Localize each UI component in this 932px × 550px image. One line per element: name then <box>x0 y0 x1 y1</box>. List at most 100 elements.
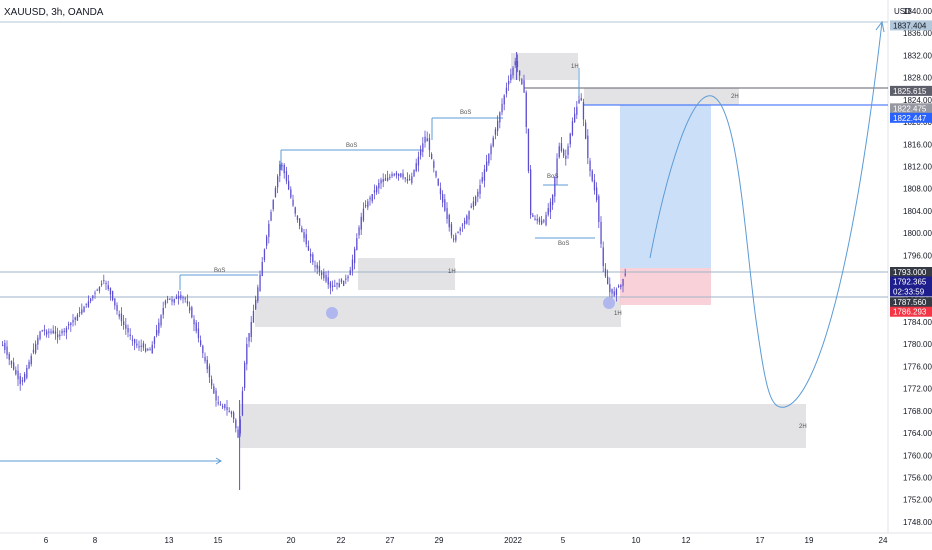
candle-body <box>19 376 21 385</box>
candle-body <box>492 137 494 147</box>
candle-body <box>435 171 437 177</box>
price-tag-box <box>890 103 932 114</box>
candle-body <box>585 122 587 139</box>
candle-body <box>560 143 563 151</box>
candle-body <box>50 331 52 333</box>
projection-arrow <box>875 20 885 33</box>
candle-body <box>81 309 83 314</box>
candle-body <box>527 129 530 171</box>
candle-body <box>479 185 481 194</box>
candle-body <box>85 303 87 305</box>
candle-body <box>129 334 131 336</box>
candle-body <box>340 279 343 282</box>
candle-body <box>371 194 373 202</box>
candle-body <box>490 145 492 155</box>
price-tag-label: 1793.000 <box>893 268 927 277</box>
candle-body <box>200 340 202 345</box>
candle-body <box>448 215 450 228</box>
candle-body <box>516 60 519 67</box>
target-box <box>620 105 711 268</box>
candle-body <box>28 361 30 369</box>
candle-body <box>74 317 76 320</box>
candle-body <box>158 322 160 334</box>
candle-body <box>483 169 486 181</box>
candle-body <box>534 218 536 220</box>
y-tick-label: 1780.000 <box>903 340 932 349</box>
supply-demand-zones <box>240 53 806 448</box>
candle-body <box>272 200 274 210</box>
candle-body <box>563 149 565 156</box>
candle-body <box>497 120 499 131</box>
candle-body <box>217 402 219 404</box>
candle-body <box>582 102 585 120</box>
candle-body <box>288 180 290 190</box>
y-tick-label: 1752.000 <box>903 496 932 505</box>
candle-body <box>349 270 351 276</box>
candle-body <box>255 300 257 310</box>
candle-body <box>90 298 92 302</box>
candle-body <box>536 219 538 221</box>
candle-body <box>459 228 461 232</box>
candle-body <box>103 280 105 282</box>
candle-body <box>384 178 387 181</box>
y-tick-label: 1768.000 <box>903 407 932 416</box>
candle-body <box>618 285 620 287</box>
y-tick-label: 1800.000 <box>903 229 932 238</box>
candle-body <box>607 276 609 285</box>
candle-body <box>439 188 442 195</box>
candle-body <box>574 113 576 123</box>
tf-label-lower: 2H <box>799 424 807 430</box>
candle-body <box>422 143 424 153</box>
candle-body <box>10 360 13 365</box>
candle-body <box>580 98 582 101</box>
candle-body <box>65 328 68 333</box>
candle-body <box>602 247 604 266</box>
candle-body <box>59 334 61 337</box>
symbol-title: XAUUSD, 3h, OANDA <box>4 7 104 18</box>
candle-body <box>398 173 400 176</box>
candle-body <box>26 367 28 378</box>
candle-body <box>327 277 329 285</box>
candle-body <box>167 298 169 300</box>
x-tick-label: 6 <box>44 536 49 545</box>
candle-body <box>15 369 17 375</box>
candle-body <box>404 177 406 179</box>
candle-body <box>481 177 483 182</box>
candle-body <box>545 214 547 226</box>
candle-body <box>312 254 314 263</box>
candle-body <box>83 306 85 313</box>
candle-body <box>46 331 48 335</box>
candle-body <box>589 160 591 172</box>
y-tick-label: 1808.000 <box>903 185 932 194</box>
candle-body <box>547 208 549 215</box>
y-tick-label: 1832.000 <box>903 51 932 60</box>
candle-body <box>17 370 19 380</box>
candle-body <box>175 296 178 299</box>
candle-body <box>171 299 173 302</box>
candle-body <box>228 410 230 413</box>
y-tick-label: 1764.000 <box>903 429 932 438</box>
candle-body <box>332 285 334 287</box>
candle-body <box>596 187 598 200</box>
candle-body <box>244 362 246 388</box>
countdown-box <box>890 286 932 297</box>
candle-body <box>32 349 35 353</box>
candle-body <box>470 206 472 208</box>
candle-body <box>301 227 303 233</box>
candle-body <box>147 349 149 351</box>
candle-body <box>578 100 580 104</box>
candle-body <box>87 301 90 307</box>
candle-body <box>395 172 398 176</box>
candle-body <box>204 356 206 362</box>
bos-label-1: BoS <box>214 268 225 274</box>
candle-body <box>365 205 367 207</box>
x-tick-label: 15 <box>214 536 223 545</box>
candle-body <box>426 138 428 142</box>
candle-body <box>314 265 316 267</box>
candle-body <box>70 322 72 325</box>
candle-body <box>259 274 261 291</box>
candle-body <box>48 331 50 333</box>
y-tick-label: 1772.000 <box>903 385 932 394</box>
candle-body <box>367 201 369 208</box>
